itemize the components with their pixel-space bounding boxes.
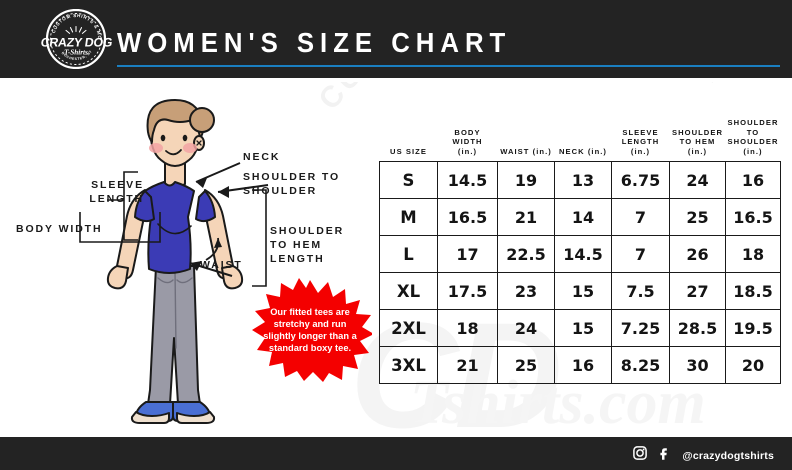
callout-neck: NECK: [243, 151, 281, 163]
header-bar: CUSTOM SHIRTS & MORE ROCHESTER, NY CRAZY…: [0, 0, 792, 78]
cell-size: XL: [379, 272, 438, 311]
callout-shoulder-to-shoulder: SHOULDER TO SHOULDER: [243, 171, 341, 197]
cell-waist: 21: [497, 198, 555, 237]
cell-waist: 24: [497, 309, 555, 348]
cell-body-width: 17.5: [437, 272, 498, 311]
social-handle[interactable]: @crazydogtshirts: [682, 449, 774, 462]
cell-sleeve-length: 7.5: [611, 272, 670, 311]
column-header-sleeve-length: SLEEVE LENGTH (in.): [621, 127, 660, 156]
svg-text:T-Shirts: T-Shirts: [64, 49, 88, 57]
fit-note-text: Our fitted tees are stretchy and run sli…: [263, 306, 357, 354]
social-links: @crazydogtshirts: [633, 446, 774, 465]
size-table: US SIZE BODY WIDTH (in.) WAIST (in.) NEC…: [379, 118, 781, 385]
cell-shoulder-to-hem: 25: [669, 198, 726, 237]
cell-size: 3XL: [379, 346, 438, 385]
cell-shoulder-to-shoulder: 18.5: [725, 272, 781, 311]
cell-sleeve-length: 8.25: [611, 346, 670, 385]
column-header-neck: NECK (in.): [558, 146, 608, 156]
cell-shoulder-to-shoulder: 19.5: [725, 309, 781, 348]
page-title: WOMEN'S SIZE CHART: [117, 27, 512, 58]
cell-neck: 15: [554, 272, 612, 311]
cell-sleeve-length: 7: [611, 235, 670, 274]
header-accent-line: [117, 65, 780, 67]
cell-body-width: 21: [437, 346, 498, 385]
cell-neck: 14: [554, 198, 612, 237]
cell-size: L: [379, 235, 438, 274]
table-row: 2XL 18 24 15 7.25 28.5 19.5: [379, 309, 781, 348]
cell-waist: 25: [497, 346, 555, 385]
column-header-us-size: US SIZE: [390, 146, 427, 156]
column-header-body-width: BODY WIDTH (in.): [452, 127, 483, 156]
facebook-icon[interactable]: [656, 446, 670, 465]
brand-logo: CUSTOM SHIRTS & MORE ROCHESTER, NY CRAZY…: [32, 9, 120, 69]
cell-body-width: 18: [437, 309, 498, 348]
table-row: XL 17.5 23 15 7.5 27 18.5: [379, 272, 781, 311]
cell-shoulder-to-shoulder: 20: [725, 346, 781, 385]
cell-shoulder-to-shoulder: 16: [725, 161, 781, 200]
cell-body-width: 16.5: [437, 198, 498, 237]
callout-sleeve-length: SLEEVE LENGTH: [89, 179, 144, 205]
cell-shoulder-to-hem: 26: [669, 235, 726, 274]
table-row: S 14.5 19 13 6.75 24 16: [379, 161, 781, 200]
table-header-row: US SIZE BODY WIDTH (in.) WAIST (in.) NEC…: [380, 118, 781, 162]
cell-body-width: 17: [437, 235, 498, 274]
fit-note-starburst: Our fitted tees are stretchy and run sli…: [248, 278, 372, 382]
cell-neck: 13: [554, 161, 612, 200]
cell-size: 2XL: [379, 309, 438, 348]
cell-shoulder-to-hem: 30: [669, 346, 726, 385]
column-header-waist: WAIST (in.): [500, 146, 552, 156]
cell-shoulder-to-hem: 27: [669, 272, 726, 311]
cell-neck: 14.5: [554, 235, 612, 274]
cell-sleeve-length: 7.25: [611, 309, 670, 348]
column-header-shoulder-to-shoulder: SHOULDER TO SHOULDER (in.): [727, 118, 779, 156]
instagram-icon[interactable]: [633, 446, 648, 465]
cell-shoulder-to-shoulder: 18: [725, 235, 781, 274]
svg-text:CUSTOM SHIRTS & MORE: CUSTOM SHIRTS & MORE: [313, 82, 734, 116]
cell-shoulder-to-shoulder: 16.5: [725, 198, 781, 237]
column-header-shoulder-to-hem: SHOULDER TO HEM (in.): [671, 127, 723, 156]
callout-body-width: BODY WIDTH: [16, 223, 103, 235]
cell-neck: 15: [554, 309, 612, 348]
cell-size: S: [379, 161, 438, 200]
svg-text:CRAZY DOG: CRAZY DOG: [40, 36, 113, 50]
callout-waist: WAIST: [200, 259, 243, 271]
cell-sleeve-length: 6.75: [611, 161, 670, 200]
size-table-container: US SIZE BODY WIDTH (in.) WAIST (in.) NEC…: [379, 118, 781, 385]
cell-neck: 16: [554, 346, 612, 385]
cell-waist: 19: [497, 161, 555, 200]
cell-shoulder-to-hem: 24: [669, 161, 726, 200]
table-row: L 17 22.5 14.5 7 26 18: [379, 235, 781, 274]
cell-body-width: 14.5: [437, 161, 498, 200]
table-row: M 16.5 21 14 7 25 16.5: [379, 198, 781, 237]
cell-sleeve-length: 7: [611, 198, 670, 237]
table-row: 3XL 21 25 16 8.25 30 20: [379, 346, 781, 385]
cell-waist: 22.5: [497, 235, 555, 274]
cell-waist: 23: [497, 272, 555, 311]
cell-shoulder-to-hem: 28.5: [669, 309, 726, 348]
footer-bar: @crazydogtshirts: [0, 437, 792, 470]
callout-shoulder-to-hem: SHOULDER TO HEM LENGTH: [270, 225, 345, 265]
cell-size: M: [379, 198, 438, 237]
